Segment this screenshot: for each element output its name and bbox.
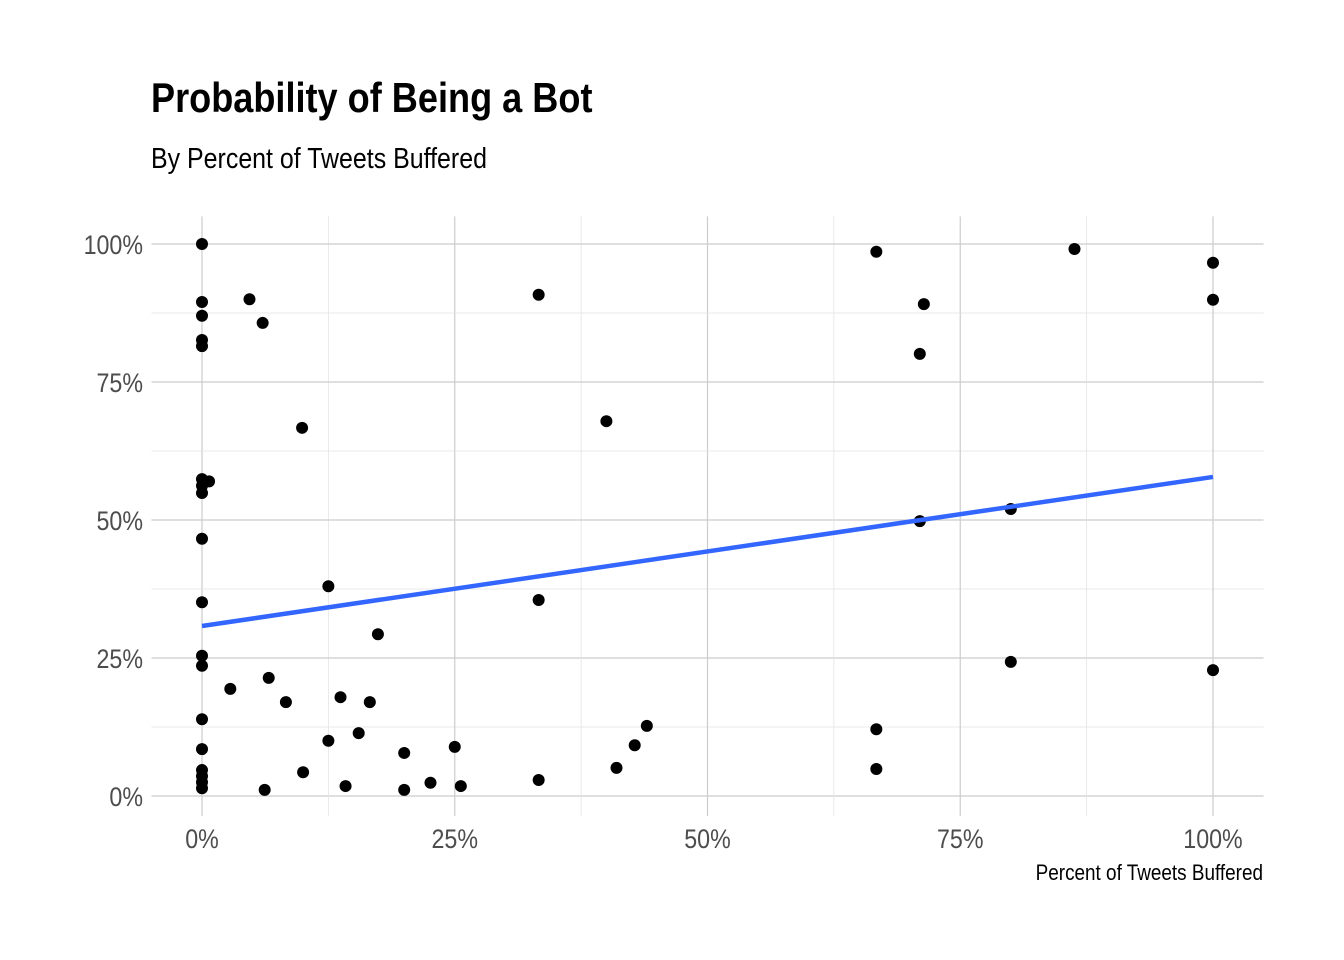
data-point <box>339 780 352 793</box>
data-point <box>1207 256 1219 269</box>
data-point <box>196 309 208 322</box>
data-point <box>398 746 411 759</box>
data-point <box>224 682 237 695</box>
tick-labels: 0% 25% 50% 75% 100% 0% 25% 50% 75% 100% <box>84 230 1243 854</box>
data-point <box>322 580 335 593</box>
data-point <box>363 696 376 709</box>
data-point <box>454 780 467 793</box>
data-point <box>870 762 883 775</box>
data-point <box>196 340 208 353</box>
data-point <box>196 238 208 250</box>
y-tick-label: 75% <box>97 368 143 398</box>
data-point <box>196 486 208 499</box>
data-point <box>610 761 623 774</box>
data-point <box>243 293 256 306</box>
data-point <box>196 649 208 662</box>
y-tick-label: 0% <box>109 782 143 812</box>
y-tick-label: 25% <box>97 644 143 674</box>
data-point <box>196 713 208 726</box>
data-point <box>196 782 208 795</box>
data-point <box>1068 242 1081 255</box>
chart-subtitle: By Percent of Tweets Buffered <box>151 143 487 175</box>
data-point <box>1207 293 1219 306</box>
data-point <box>322 734 335 747</box>
y-tick-label: 50% <box>97 506 143 536</box>
data-point <box>352 727 365 740</box>
data-point <box>628 739 641 752</box>
x-tick-label: 0% <box>185 824 219 854</box>
data-point <box>913 347 926 360</box>
data-point <box>203 475 216 488</box>
data-point <box>424 776 437 789</box>
data-point <box>870 723 883 736</box>
data-point <box>1004 655 1017 668</box>
data-point <box>334 691 347 704</box>
x-tick-label: 25% <box>432 824 478 854</box>
data-point <box>600 415 613 428</box>
x-tick-label: 75% <box>937 824 983 854</box>
grid <box>151 216 1264 816</box>
data-point <box>279 696 292 709</box>
data-point <box>532 773 545 786</box>
trend-line <box>201 474 1214 629</box>
data-point <box>196 743 208 756</box>
data-point <box>870 245 883 258</box>
x-axis-label: Percent of Tweets Buffered <box>1036 861 1263 886</box>
data-point <box>917 298 930 311</box>
data-point <box>532 288 545 301</box>
data-point <box>256 316 269 329</box>
data-point <box>1207 664 1219 677</box>
data-point <box>532 594 545 607</box>
data-point <box>296 421 309 434</box>
data-point <box>196 532 208 545</box>
data-point <box>640 719 653 732</box>
data-point <box>297 766 310 779</box>
data-point <box>262 671 275 684</box>
chart-title: Probability of Being a Bot <box>151 74 593 121</box>
data-point <box>196 596 208 609</box>
x-tick-label: 100% <box>1183 824 1242 854</box>
data-point <box>196 295 208 308</box>
y-tick-label: 100% <box>84 230 143 260</box>
x-tick-label: 50% <box>684 824 730 854</box>
data-point <box>196 659 208 672</box>
data-point <box>398 783 411 796</box>
data-point <box>371 628 384 641</box>
data-point <box>448 740 461 753</box>
data-point <box>258 783 271 796</box>
